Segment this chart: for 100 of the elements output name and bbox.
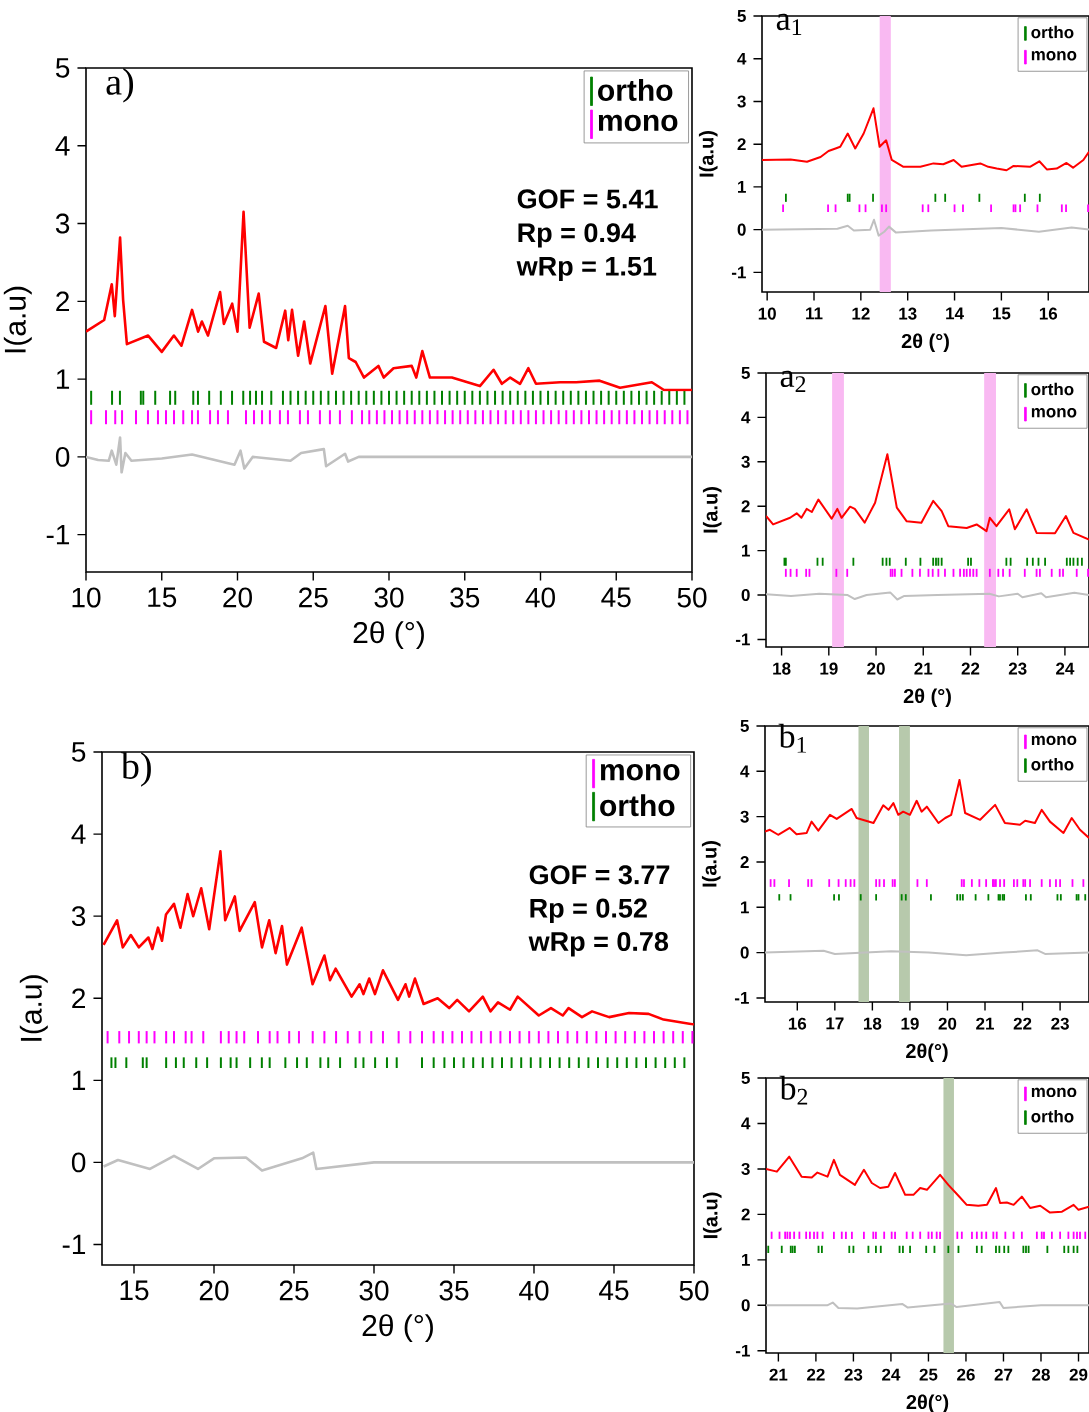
x-tick-label: 40 <box>525 587 555 608</box>
legend-label: ortho <box>1031 757 1074 771</box>
x-tick-label: 20 <box>867 662 885 675</box>
y-axis-title: I(a.u) <box>698 131 718 177</box>
x-tick-label: 17 <box>826 1017 844 1030</box>
y-tick-label: 0 <box>740 946 749 959</box>
x-tick-label: 20 <box>199 1280 229 1301</box>
x-tick-label: 26 <box>957 1368 975 1381</box>
chart-title: a$_{1}$ <box>776 13 802 35</box>
x-tick-label: 50 <box>677 587 707 608</box>
x-tick-label: 24 <box>882 1368 901 1381</box>
legend-label: mono <box>1031 735 1077 746</box>
y-tick-label: 0 <box>741 589 750 602</box>
y-tick-label: 2 <box>741 1208 750 1221</box>
x-tick-label: 23 <box>844 1368 863 1381</box>
annotation: GOF = 5.41 <box>517 189 658 209</box>
x-tick-label: 18 <box>863 1017 882 1030</box>
y-tick-label: 3 <box>740 810 749 823</box>
annotation: Rp = 0.94 <box>518 223 636 248</box>
x-tick-label: 23 <box>1051 1017 1069 1030</box>
y-tick-label: 5 <box>55 58 70 78</box>
y-tick-label: 2 <box>741 500 750 513</box>
y-tick-label: -1 <box>735 633 750 646</box>
chart-title: b$_{1}$ <box>778 723 807 753</box>
y-tick-label: 3 <box>55 213 70 234</box>
x-tick-label: 21 <box>976 1017 994 1030</box>
x-tick-label: 12 <box>852 307 870 320</box>
y-tick-label: 0 <box>55 446 70 467</box>
legend-label: mono <box>600 764 680 781</box>
x-tick-label: 35 <box>439 1280 469 1301</box>
y-tick-label: 5 <box>740 720 749 732</box>
x-axis-title: 2θ (°) <box>362 1314 433 1343</box>
x-tick-label: 21 <box>914 662 933 675</box>
x-tick-label: 22 <box>961 662 980 675</box>
y-tick-label: 1 <box>72 1070 86 1090</box>
y-tick-label: 0 <box>737 223 746 236</box>
x-tick-label: 24 <box>1056 662 1075 675</box>
x-tick-label: 15 <box>120 1280 149 1301</box>
x-axis-title: 2θ(°) <box>906 1043 948 1063</box>
x-tick-label: 21 <box>769 1368 788 1381</box>
y-tick-label: 5 <box>71 742 86 762</box>
y-tick-label: 2 <box>72 988 85 1009</box>
x-axis-title: 2θ (°) <box>903 688 951 708</box>
x-tick-label: 35 <box>450 587 480 608</box>
y-axis-title: I(a.u) <box>701 841 721 887</box>
y-tick-label: 2 <box>56 291 69 312</box>
y-tick-label: 1 <box>742 1253 750 1266</box>
y-tick-label: 3 <box>741 455 750 468</box>
annotation: wRp = 0.78 <box>528 931 669 957</box>
x-tick-label: 25 <box>279 1280 309 1301</box>
x-tick-label: 15 <box>148 587 177 608</box>
x-tick-label: 18 <box>773 662 791 675</box>
legend-label: ortho <box>1031 1109 1074 1123</box>
y-tick-label: 0 <box>71 1152 86 1173</box>
legend-label: ortho <box>1031 25 1074 39</box>
y-tick-label: -1 <box>731 266 746 279</box>
chart-title: b$_{2}$ <box>779 1075 808 1105</box>
x-tick-label: 25 <box>919 1368 938 1381</box>
x-tick-label: 10 <box>758 307 776 320</box>
x-tick-label: 27 <box>994 1368 1013 1381</box>
y-tick-label: 1 <box>56 369 70 389</box>
x-tick-label: 20 <box>938 1017 957 1030</box>
x-tick-label: 13 <box>899 307 917 320</box>
y-tick-label: 1 <box>742 544 750 557</box>
chart-title: a) <box>106 68 134 103</box>
annotation: GOF = 3.77 <box>529 865 670 885</box>
x-tick-label: 40 <box>519 1280 549 1301</box>
legend-label: mono <box>1031 51 1077 61</box>
legend-label: mono <box>1031 1087 1077 1098</box>
y-axis-title: I(a.u) <box>19 975 48 1041</box>
y-axis-title: I(a.u) <box>702 487 722 533</box>
annotation: wRp = 1.51 <box>516 256 657 282</box>
x-axis-title: 2θ (°) <box>901 333 949 353</box>
chart-title: a$_{2}$ <box>780 370 806 392</box>
annotation: Rp = 0.52 <box>530 898 647 924</box>
x-tick-label: 22 <box>1013 1017 1032 1030</box>
x-axis-title: 2θ (°) <box>353 621 424 650</box>
y-tick-label: 1 <box>738 181 746 193</box>
y-tick-label: -1 <box>734 992 749 1004</box>
y-tick-label: 0 <box>741 1299 750 1312</box>
legend-label: mono <box>598 114 678 132</box>
y-tick-label: 4 <box>741 1117 751 1130</box>
chart-title: b) <box>120 752 151 787</box>
y-tick-label: -1 <box>46 525 70 545</box>
legend-label: ortho <box>598 78 673 101</box>
x-tick-label: 45 <box>599 1280 629 1301</box>
x-tick-label: 28 <box>1032 1368 1050 1381</box>
y-tick-label: 5 <box>741 1072 750 1084</box>
x-tick-label: 50 <box>679 1280 709 1301</box>
x-tick-label: 14 <box>946 307 964 320</box>
x-tick-label: 45 <box>601 587 631 608</box>
x-tick-label: 16 <box>1039 307 1058 320</box>
y-tick-label: 3 <box>741 1162 750 1175</box>
y-tick-label: 3 <box>71 906 86 927</box>
y-tick-label: -1 <box>62 1234 86 1255</box>
y-tick-label: 4 <box>55 136 70 156</box>
x-tick-label: 10 <box>72 587 101 608</box>
x-tick-label: 19 <box>901 1017 919 1030</box>
x-tick-label: 20 <box>223 587 252 608</box>
y-tick-label: 1 <box>741 901 749 914</box>
